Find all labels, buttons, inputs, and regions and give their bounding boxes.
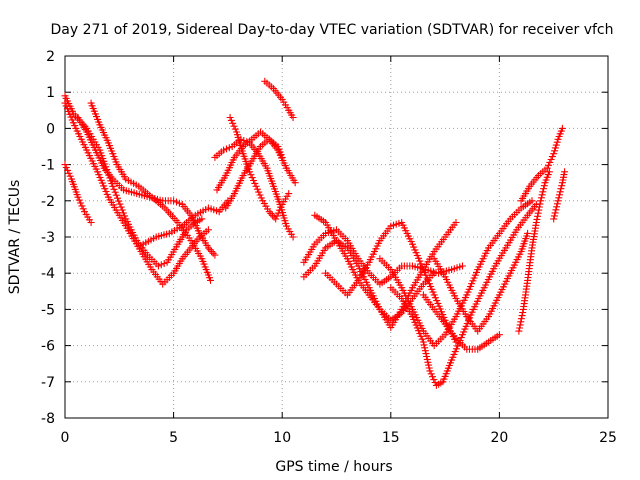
series-markers-track-5 (87, 99, 214, 284)
series-markers-track-15 (322, 219, 460, 346)
x-tick-label: 10 (273, 430, 291, 446)
x-tick-label: 15 (382, 430, 400, 446)
series-markers-track-19 (430, 229, 532, 335)
series-track-10 (222, 135, 286, 212)
series-markers-track-17 (387, 200, 540, 389)
y-axis-label: SDTVAR / TECUs (7, 180, 23, 295)
x-tick-label: 0 (61, 430, 70, 446)
x-axis-label: GPS time / hours (275, 459, 392, 475)
series-markers-track-22 (550, 168, 569, 223)
series-markers-track-3 (61, 161, 95, 226)
series-track-20 (515, 168, 553, 335)
series-markers-track-20 (515, 168, 553, 335)
chart-title: Day 271 of 2019, Sidereal Day-to-day VTE… (50, 22, 613, 38)
x-tick-label: 5 (169, 430, 178, 446)
x-tick-label: 25 (599, 430, 617, 446)
series-markers-track-6 (139, 197, 232, 248)
series-markers-track-18 (419, 291, 503, 353)
y-tick-label: -7 (41, 375, 55, 391)
series-track-18 (419, 291, 503, 353)
y-tick-label: -5 (41, 302, 55, 318)
series-track-22 (550, 168, 569, 223)
series-markers-track-2 (61, 99, 212, 288)
series-markers-track-21 (517, 124, 566, 205)
data-layer (61, 77, 569, 389)
y-tick-label: -8 (41, 411, 55, 427)
grid-layer (65, 56, 608, 418)
series-track-21 (517, 124, 566, 205)
y-tick-label: 2 (46, 49, 55, 65)
series-track-17 (387, 200, 540, 389)
series-track-19 (430, 229, 532, 335)
y-tick-label: -1 (41, 158, 55, 174)
y-tick-label: -6 (41, 339, 55, 355)
series-track-3 (61, 161, 95, 226)
series-track-11 (261, 77, 297, 121)
axis-ticks: 0 5 10 15 20 25 -8 -7 -6 -5 -4 -3 -2 -1 0 1 2 (41, 49, 617, 446)
series-markers-track-11 (261, 77, 297, 121)
series-track-5 (87, 99, 214, 284)
y-tick-label: -3 (41, 230, 55, 246)
y-tick-label: 1 (46, 85, 55, 101)
y-tick-label: 0 (46, 121, 55, 137)
series-track-6 (139, 197, 232, 248)
series-track-9 (211, 135, 297, 241)
series-markers-track-9 (211, 135, 297, 241)
x-tick-label: 20 (490, 430, 508, 446)
series-track-2 (61, 99, 212, 288)
series-markers-track-10 (222, 135, 286, 212)
y-tick-label: -2 (41, 194, 55, 210)
series-track-15 (322, 219, 460, 346)
y-tick-label: -4 (41, 266, 55, 282)
